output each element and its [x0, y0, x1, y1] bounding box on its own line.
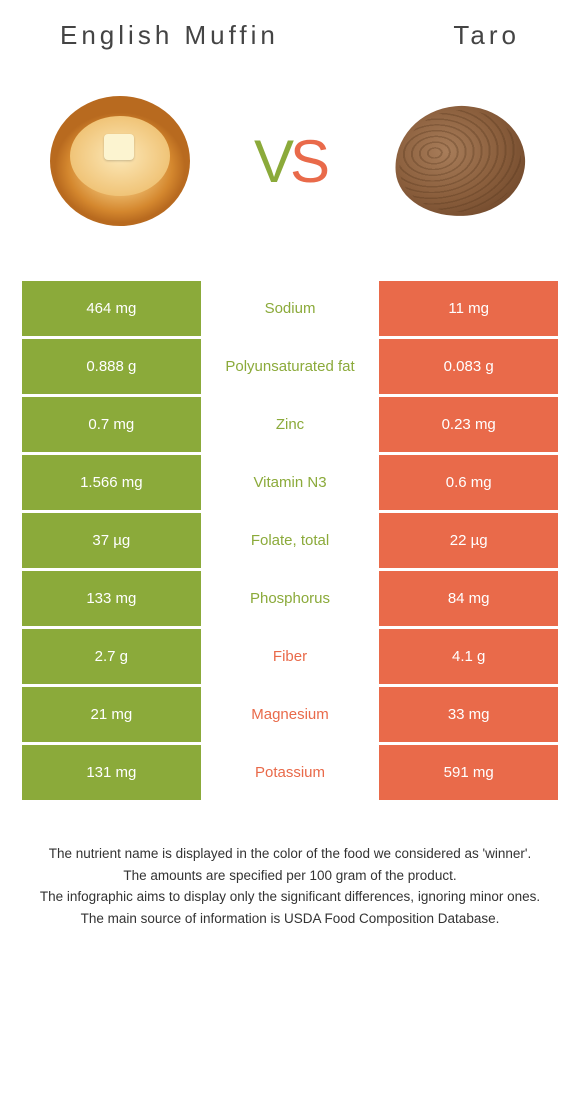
- vs-label: VS: [254, 127, 326, 196]
- left-value: 133 mg: [22, 571, 201, 626]
- table-row: 0.7 mgZinc0.23 mg: [22, 397, 558, 452]
- table-row: 131 mgPotassium591 mg: [22, 745, 558, 800]
- right-value: 84 mg: [379, 571, 558, 626]
- note-line: The infographic aims to display only the…: [20, 886, 560, 908]
- left-value: 37 µg: [22, 513, 201, 568]
- footer-notes: The nutrient name is displayed in the co…: [0, 803, 580, 969]
- nutrient-label: Fiber: [201, 629, 380, 684]
- note-line: The nutrient name is displayed in the co…: [20, 843, 560, 865]
- table-row: 21 mgMagnesium33 mg: [22, 687, 558, 742]
- nutrient-label: Phosphorus: [201, 571, 380, 626]
- table-row: 2.7 gFiber4.1 g: [22, 629, 558, 684]
- comparison-table: 464 mgSodium11 mg0.888 gPolyunsaturated …: [0, 281, 580, 800]
- left-value: 2.7 g: [22, 629, 201, 684]
- nutrient-label: Magnesium: [201, 687, 380, 742]
- nutrient-label: Sodium: [201, 281, 380, 336]
- nutrient-label: Zinc: [201, 397, 380, 452]
- left-value: 0.888 g: [22, 339, 201, 394]
- nutrient-label: Folate, total: [201, 513, 380, 568]
- left-value: 0.7 mg: [22, 397, 201, 452]
- table-row: 464 mgSodium11 mg: [22, 281, 558, 336]
- vs-v: V: [254, 128, 290, 195]
- table-row: 133 mgPhosphorus84 mg: [22, 571, 558, 626]
- right-value: 0.083 g: [379, 339, 558, 394]
- left-value: 131 mg: [22, 745, 201, 800]
- left-value: 464 mg: [22, 281, 201, 336]
- table-row: 37 µgFolate, total22 µg: [22, 513, 558, 568]
- right-value: 33 mg: [379, 687, 558, 742]
- vs-s: S: [290, 128, 326, 195]
- right-value: 0.6 mg: [379, 455, 558, 510]
- note-line: The amounts are specified per 100 gram o…: [20, 865, 560, 887]
- nutrient-label: Polyunsaturated fat: [201, 339, 380, 394]
- left-food-image: [40, 81, 200, 241]
- right-food-image: [380, 81, 540, 241]
- left-value: 1.566 mg: [22, 455, 201, 510]
- right-value: 22 µg: [379, 513, 558, 568]
- table-row: 1.566 mgVitamin N30.6 mg: [22, 455, 558, 510]
- nutrient-label: Potassium: [201, 745, 380, 800]
- nutrient-label: Vitamin N3: [201, 455, 380, 510]
- note-line: The main source of information is USDA F…: [20, 908, 560, 930]
- right-value: 11 mg: [379, 281, 558, 336]
- left-value: 21 mg: [22, 687, 201, 742]
- right-value: 0.23 mg: [379, 397, 558, 452]
- right-value: 4.1 g: [379, 629, 558, 684]
- table-row: 0.888 gPolyunsaturated fat0.083 g: [22, 339, 558, 394]
- right-value: 591 mg: [379, 745, 558, 800]
- right-food-title: Taro: [453, 20, 520, 51]
- left-food-title: English Muffin: [60, 20, 279, 51]
